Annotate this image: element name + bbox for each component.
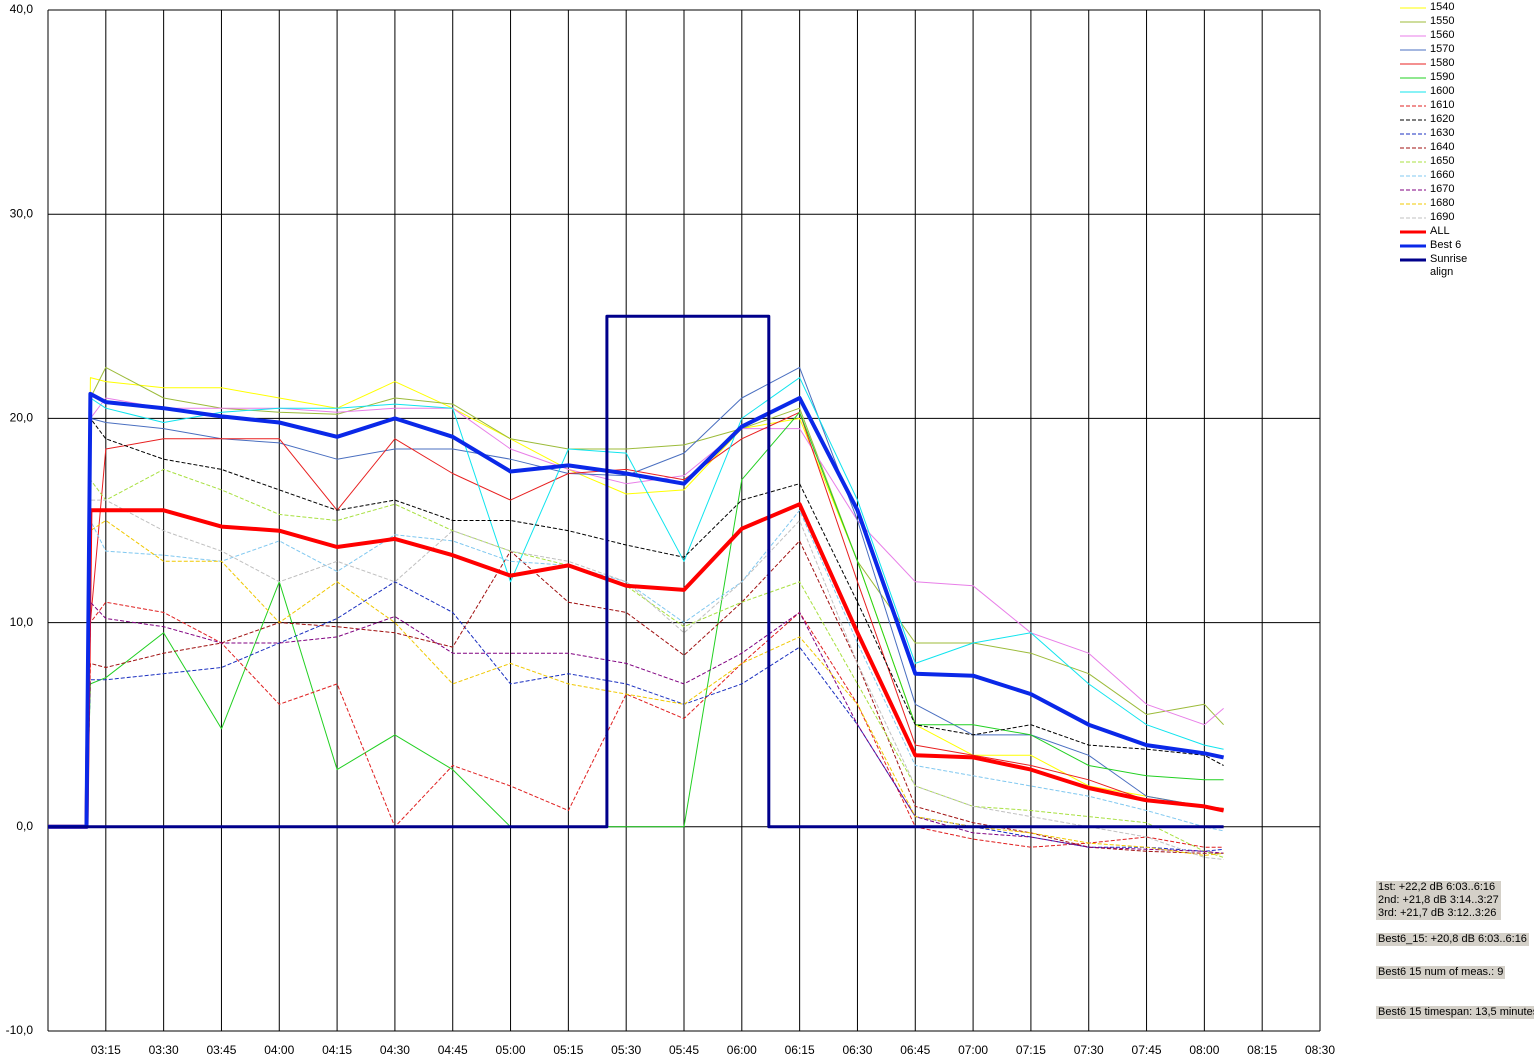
legend-label: 1690 — [1430, 211, 1455, 223]
x-tick-label: 04:30 — [380, 1043, 410, 1057]
x-tick-label: 06:00 — [727, 1043, 757, 1057]
x-tick-label: 07:45 — [1132, 1043, 1162, 1057]
legend-label: 1610 — [1430, 99, 1455, 111]
x-tick-label: 05:30 — [611, 1043, 641, 1057]
series-line — [48, 499, 1224, 860]
y-tick-label: 40,0 — [10, 2, 34, 16]
legend-label: 1650 — [1430, 155, 1455, 167]
legend-label: 1560 — [1430, 29, 1455, 41]
series-line — [48, 397, 1224, 828]
x-tick-label: 04:15 — [322, 1043, 352, 1057]
series-line — [48, 502, 1225, 829]
x-tick-label: 08:30 — [1305, 1043, 1335, 1057]
x-tick-label: 04:00 — [264, 1043, 294, 1057]
x-tick-label: 05:15 — [553, 1043, 583, 1057]
x-tick-label: 04:45 — [438, 1043, 468, 1057]
series-line — [48, 377, 1224, 828]
legend-label: 1640 — [1430, 141, 1455, 153]
x-tick-label: 03:30 — [149, 1043, 179, 1057]
series-line — [48, 417, 1224, 828]
series-line — [48, 509, 1224, 832]
legend-label: 1660 — [1430, 169, 1455, 181]
legend-label: 1570 — [1430, 43, 1455, 55]
legend-label: 1550 — [1430, 15, 1455, 27]
series-line — [48, 601, 1224, 848]
series-line — [48, 601, 1224, 854]
x-tick-label: 03:15 — [91, 1043, 121, 1057]
series-line — [48, 540, 1224, 854]
annotation: 1st: +22,2 dB 6:03..6:16 2nd: +21,8 dB 3… — [1376, 881, 1501, 920]
x-tick-label: 06:30 — [842, 1043, 872, 1057]
x-tick-label: 05:45 — [669, 1043, 699, 1057]
x-tick-label: 03:45 — [206, 1043, 236, 1057]
legend-label: Best 6 — [1430, 239, 1462, 251]
y-tick-label: 10,0 — [10, 615, 34, 629]
x-tick-label: 08:15 — [1247, 1043, 1277, 1057]
y-tick-label: -10,0 — [6, 1023, 34, 1037]
legend-label: 1630 — [1430, 127, 1455, 139]
x-tick-label: 07:00 — [958, 1043, 988, 1057]
annotation: Best6 15 num of meas.: 9 — [1376, 966, 1506, 979]
legend-label: 1600 — [1430, 85, 1455, 97]
series-line — [48, 520, 1224, 856]
x-tick-label: 06:45 — [900, 1043, 930, 1057]
series-line — [48, 391, 1225, 829]
x-tick-label: 07:30 — [1074, 1043, 1104, 1057]
y-tick-label: 20,0 — [10, 411, 34, 425]
annotation: Best6_15: +20,8 dB 6:03..6:16 — [1376, 933, 1529, 946]
x-tick-label: 08:00 — [1189, 1043, 1219, 1057]
legend-label: 1680 — [1430, 197, 1455, 209]
series-line — [48, 314, 1224, 829]
series-line — [48, 581, 1224, 852]
series-line — [48, 366, 1224, 828]
series-line — [48, 366, 1224, 828]
legend-label: 1580 — [1430, 57, 1455, 69]
series-line — [48, 377, 1224, 828]
y-tick-label: 0,0 — [16, 819, 33, 833]
y-tick-label: 30,0 — [10, 206, 34, 220]
legend-label: Sunrise align — [1430, 253, 1468, 278]
annotation: Best6 15 timespan: 13,5 minutes — [1376, 1006, 1534, 1019]
series-line — [48, 468, 1224, 858]
x-tick-label: 05:00 — [496, 1043, 526, 1057]
legend-label: 1620 — [1430, 113, 1455, 125]
legend-label: 1670 — [1430, 183, 1455, 195]
legend-label: 1590 — [1430, 71, 1455, 83]
x-tick-label: 06:15 — [785, 1043, 815, 1057]
legend-label: 1540 — [1430, 1, 1455, 13]
x-tick-label: 07:15 — [1016, 1043, 1046, 1057]
legend-label: ALL — [1430, 225, 1450, 237]
